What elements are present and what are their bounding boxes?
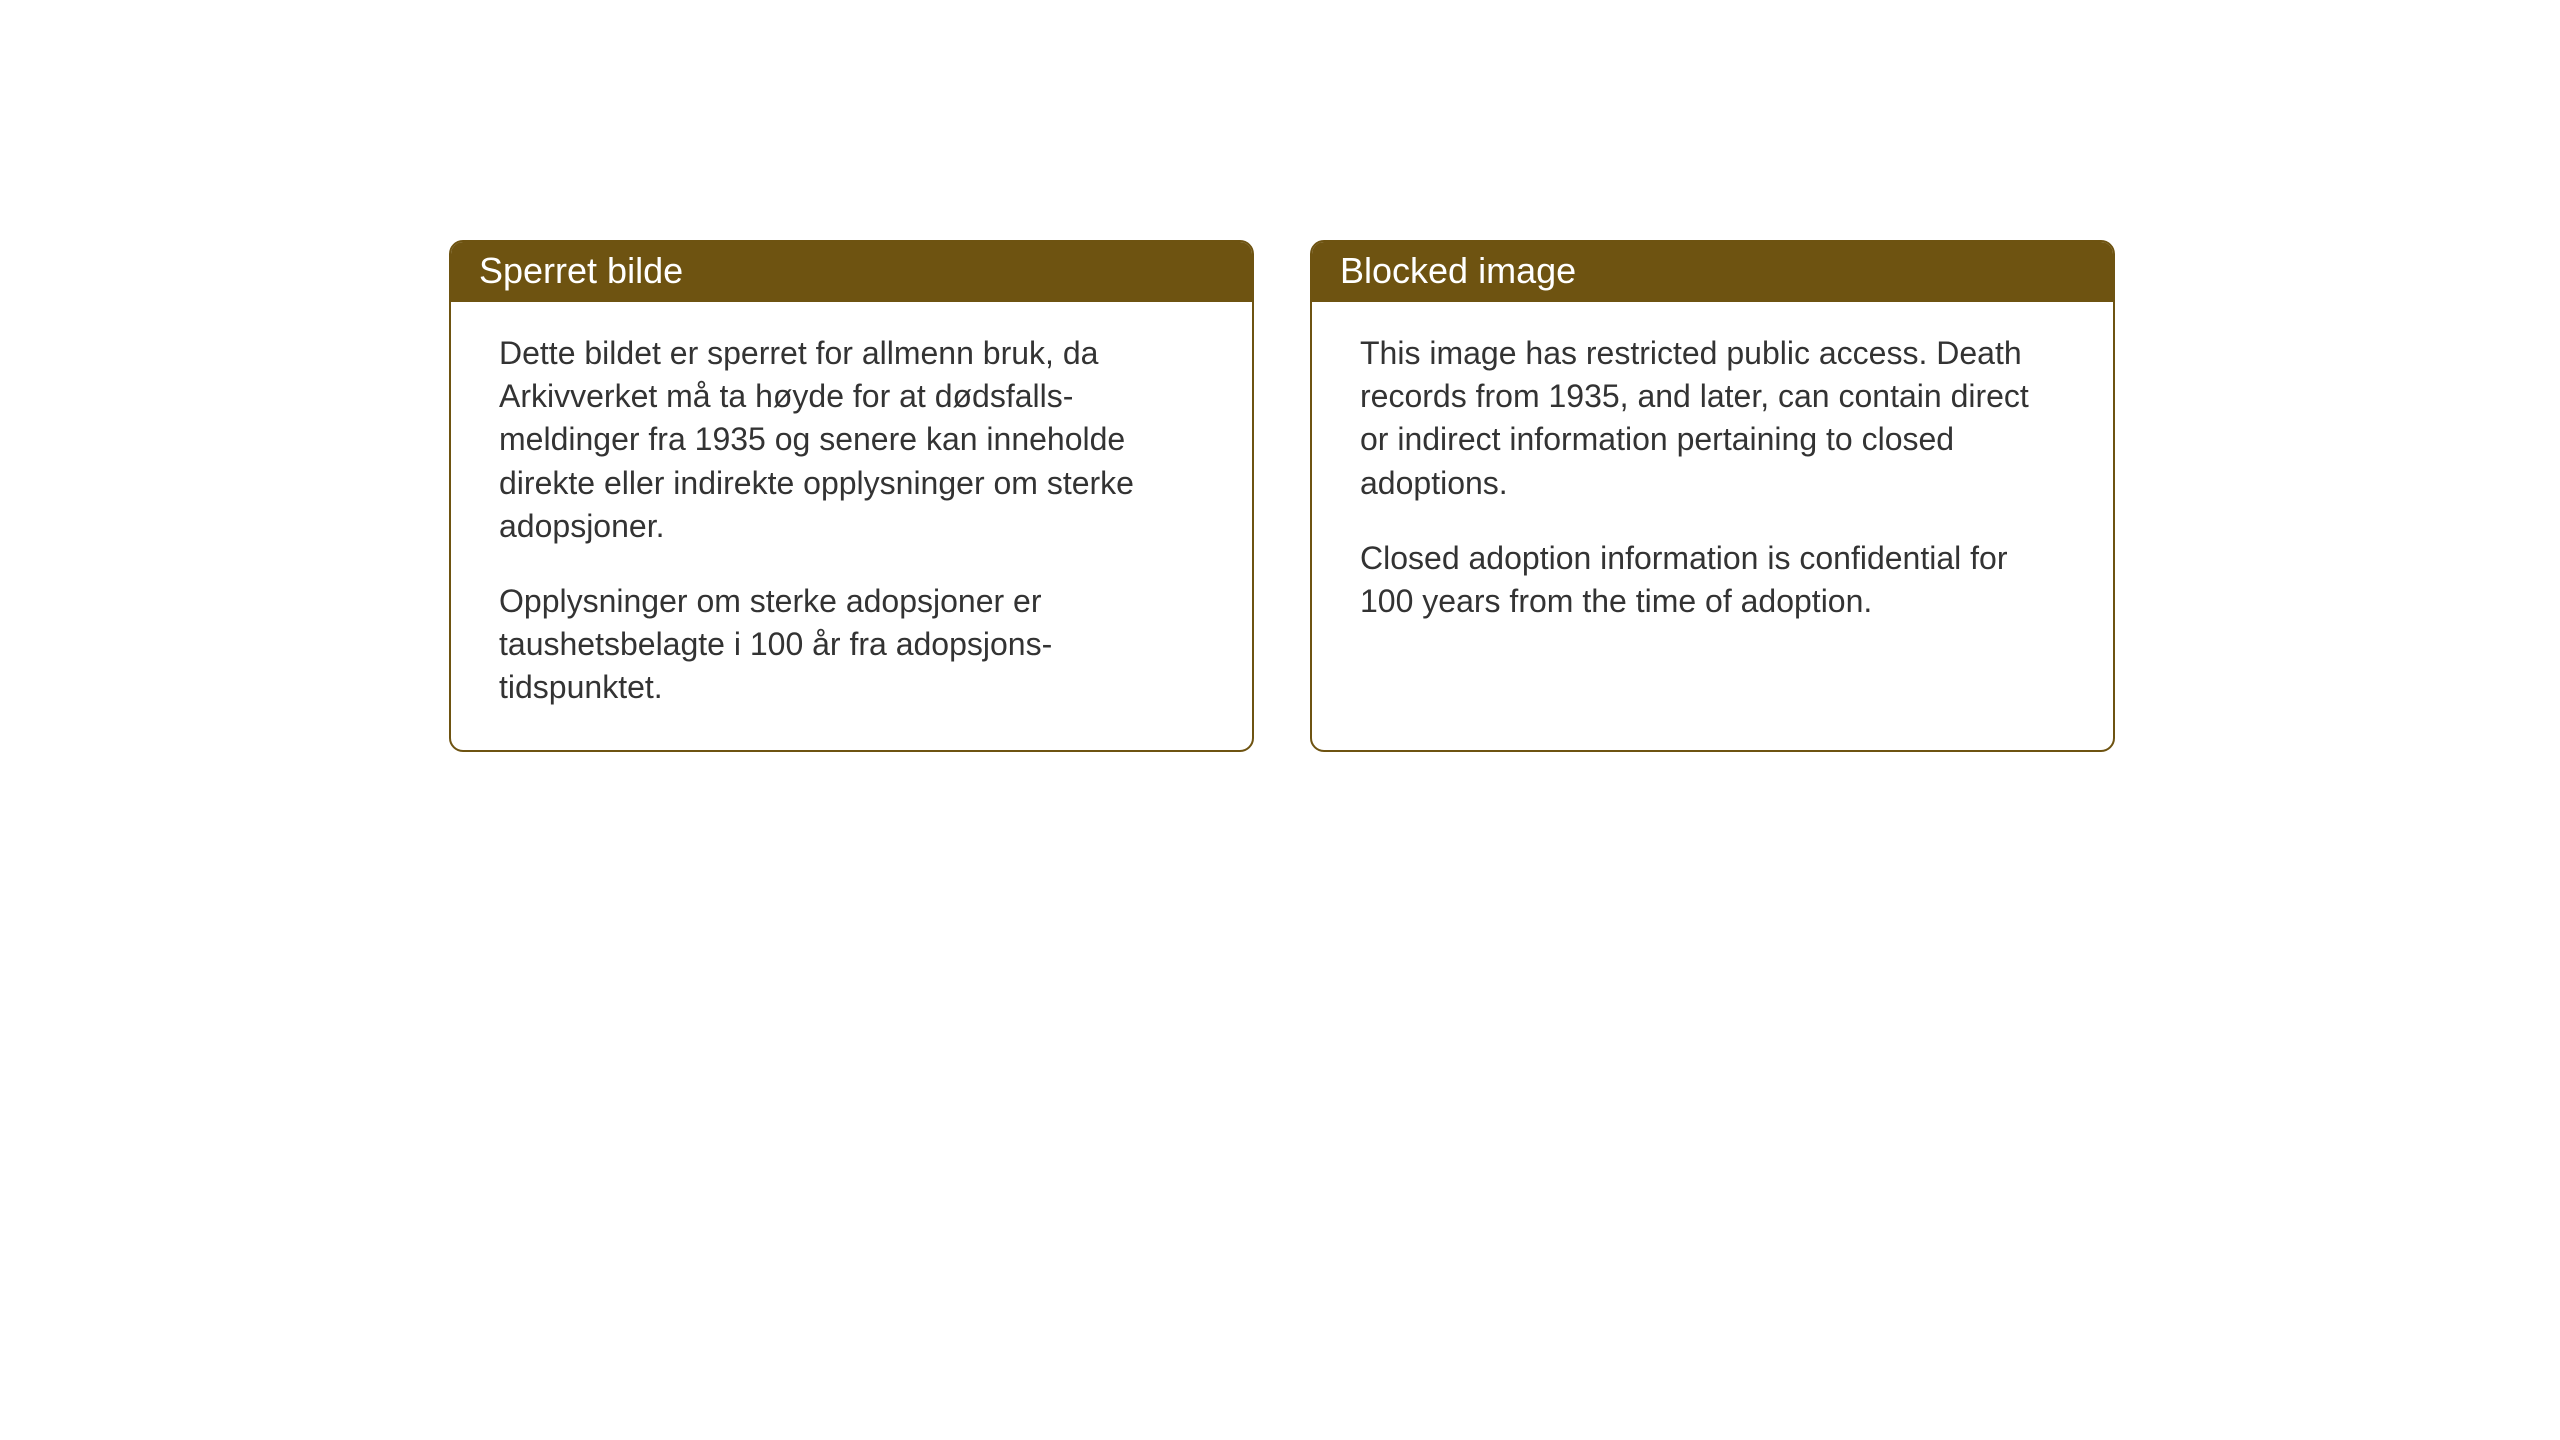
notice-box-english: Blocked image This image has restricted … xyxy=(1310,240,2115,752)
notice-container: Sperret bilde Dette bildet er sperret fo… xyxy=(449,240,2115,752)
notice-body-english: This image has restricted public access.… xyxy=(1312,302,2113,663)
notice-paragraph: Closed adoption information is confident… xyxy=(1360,537,2065,623)
notice-body-norwegian: Dette bildet er sperret for allmenn bruk… xyxy=(451,302,1252,750)
notice-paragraph: This image has restricted public access.… xyxy=(1360,332,2065,505)
notice-header-norwegian: Sperret bilde xyxy=(451,242,1252,302)
notice-paragraph: Opplysninger om sterke adopsjoner er tau… xyxy=(499,580,1204,710)
notice-paragraph: Dette bildet er sperret for allmenn bruk… xyxy=(499,332,1204,548)
notice-box-norwegian: Sperret bilde Dette bildet er sperret fo… xyxy=(449,240,1254,752)
notice-header-english: Blocked image xyxy=(1312,242,2113,302)
